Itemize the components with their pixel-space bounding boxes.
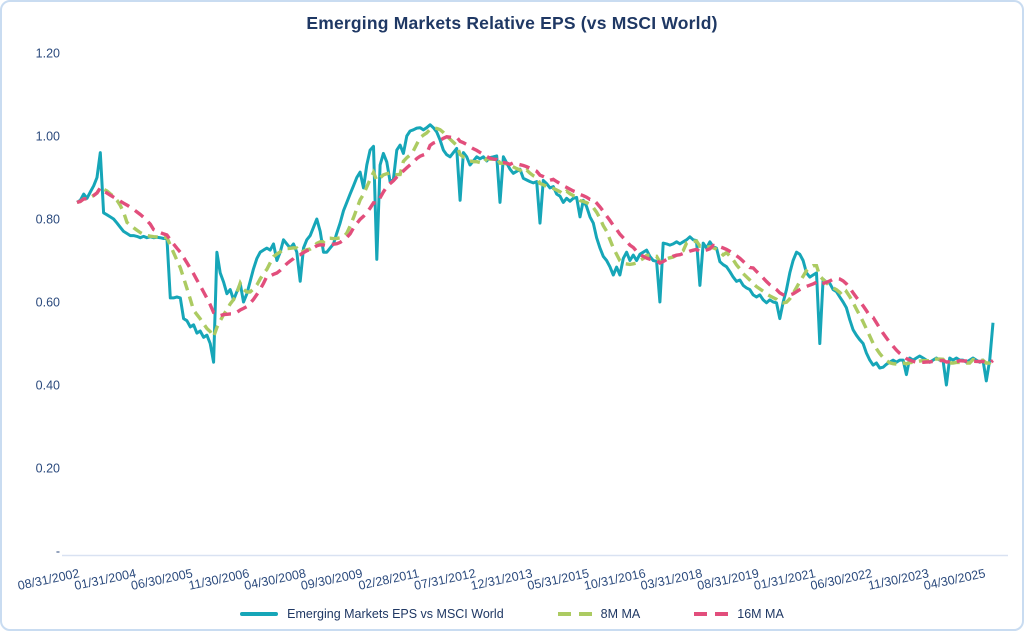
legend-dash-sample-16m <box>694 612 729 616</box>
legend-item-main: Emerging Markets EPS vs MSCI World <box>240 607 504 621</box>
series-line-8m-ma <box>76 126 995 366</box>
x-axis-label: 12/31/2013 <box>470 566 534 593</box>
x-axis-label: 05/31/2015 <box>526 566 590 593</box>
x-axis-label: 06/30/2005 <box>130 566 194 593</box>
y-axis-label: 0.40 <box>36 379 60 393</box>
x-axis-label: 07/31/2012 <box>413 566 477 593</box>
y-axis-label: 0.60 <box>36 296 60 310</box>
legend-dash-sample-8m <box>557 612 592 616</box>
legend-item-16m-ma: 16M MA <box>694 607 784 621</box>
x-axis-label: 10/31/2016 <box>583 566 647 593</box>
legend-item-8m-ma: 8M MA <box>557 607 641 621</box>
x-axis-label: 09/30/2009 <box>300 566 364 593</box>
x-axis-label: 03/31/2018 <box>639 566 703 593</box>
legend-line-sample-main <box>240 612 279 616</box>
y-axis-label: 0.20 <box>36 462 60 476</box>
x-axis-label: 08/31/2019 <box>696 566 760 593</box>
y-axis-label: 0.80 <box>36 213 60 227</box>
x-axis-label: 04/30/2008 <box>243 566 307 593</box>
x-axis-label: 11/30/2006 <box>187 566 250 593</box>
legend-label-main: Emerging Markets EPS vs MSCI World <box>287 607 504 621</box>
chart-title: Emerging Markets Relative EPS (vs MSCI W… <box>306 13 718 33</box>
series-line-16m-ma <box>76 135 994 365</box>
series-line-emerging-markets-eps <box>76 123 995 387</box>
x-axis-label: 06/30/2022 <box>809 566 873 593</box>
x-axis-label: 04/30/2025 <box>923 566 987 593</box>
y-axis-label: 1.20 <box>36 47 60 61</box>
x-axis-label: 01/31/2004 <box>73 566 137 593</box>
x-axis-label: 01/31/2021 <box>753 566 817 593</box>
y-axis-label: - <box>56 545 60 559</box>
x-axis-label: 11/30/2023 <box>867 566 930 593</box>
x-axis-label: 02/28/2011 <box>357 566 420 593</box>
y-axis-label: 1.00 <box>36 130 60 144</box>
chart-legend: Emerging Markets EPS vs MSCI World 8M MA… <box>2 607 1022 621</box>
legend-label-8m-ma: 8M MA <box>600 607 641 621</box>
legend-label-16m-ma: 16M MA <box>737 607 784 621</box>
x-axis-label: 08/31/2002 <box>17 566 81 593</box>
